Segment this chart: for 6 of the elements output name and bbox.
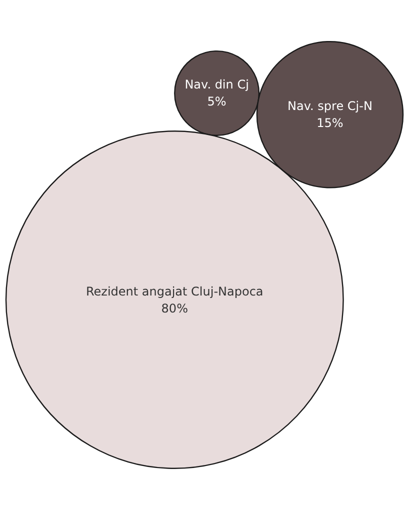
category-label: Nav. spre Cj-N <box>288 99 372 114</box>
data-label: 15% <box>316 116 344 130</box>
category-label: Nav. din Cj <box>184 78 249 92</box>
data-label: 80% <box>161 301 188 316</box>
data-label: 5% <box>207 94 226 109</box>
category-label: Rezident angajat Cluj-Napoca <box>86 284 264 298</box>
